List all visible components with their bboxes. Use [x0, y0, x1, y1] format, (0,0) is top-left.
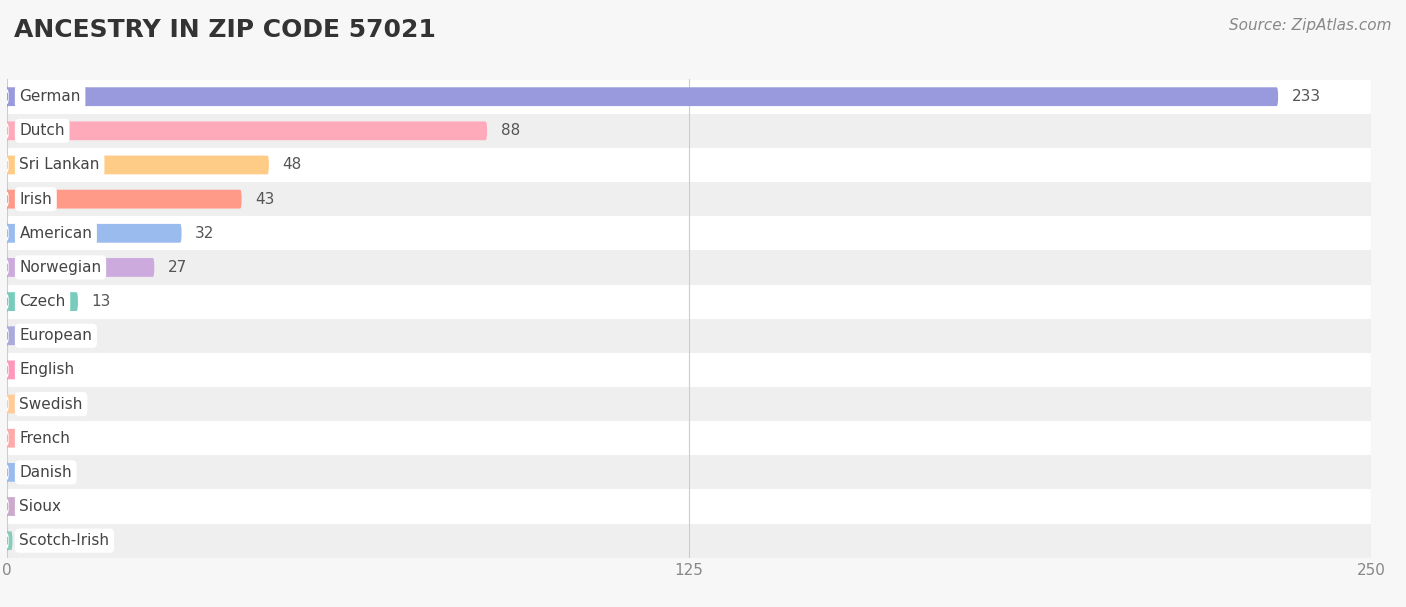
Bar	[7, 216, 1371, 250]
Circle shape	[6, 190, 8, 209]
Text: 1: 1	[27, 533, 35, 548]
Circle shape	[6, 158, 8, 172]
Circle shape	[6, 500, 8, 513]
Circle shape	[6, 226, 8, 240]
Text: German: German	[20, 89, 80, 104]
FancyBboxPatch shape	[7, 327, 45, 345]
Text: Czech: Czech	[20, 294, 66, 309]
Bar	[7, 455, 1371, 489]
Circle shape	[6, 398, 8, 411]
FancyBboxPatch shape	[7, 463, 18, 482]
Text: Dutch: Dutch	[20, 123, 65, 138]
Bar	[7, 524, 1371, 558]
Circle shape	[6, 224, 8, 243]
Text: Irish: Irish	[20, 192, 52, 206]
Circle shape	[6, 395, 8, 413]
FancyBboxPatch shape	[7, 190, 242, 209]
Text: Sri Lankan: Sri Lankan	[20, 157, 100, 172]
Circle shape	[6, 258, 8, 277]
Text: 4: 4	[42, 396, 52, 412]
FancyBboxPatch shape	[7, 531, 13, 550]
Text: 13: 13	[91, 294, 111, 309]
Circle shape	[6, 463, 8, 482]
Circle shape	[6, 534, 8, 548]
Circle shape	[6, 466, 8, 479]
Circle shape	[6, 327, 8, 345]
Text: 27: 27	[167, 260, 187, 275]
Text: 3: 3	[37, 431, 46, 446]
FancyBboxPatch shape	[7, 121, 486, 140]
Text: American: American	[20, 226, 93, 241]
Circle shape	[6, 87, 8, 106]
Text: European: European	[20, 328, 93, 343]
Bar	[7, 114, 1371, 148]
FancyBboxPatch shape	[7, 361, 39, 379]
Circle shape	[6, 329, 8, 342]
Circle shape	[6, 364, 8, 376]
Text: 233: 233	[1292, 89, 1320, 104]
Bar	[7, 489, 1371, 524]
Text: 2: 2	[31, 499, 41, 514]
Bar	[7, 148, 1371, 182]
FancyBboxPatch shape	[7, 429, 24, 447]
Text: Danish: Danish	[20, 465, 72, 480]
Bar	[7, 182, 1371, 216]
Bar	[7, 353, 1371, 387]
FancyBboxPatch shape	[7, 224, 181, 243]
Text: 48: 48	[283, 157, 302, 172]
Bar	[7, 80, 1371, 114]
Text: 7: 7	[59, 328, 69, 343]
Circle shape	[6, 261, 8, 274]
FancyBboxPatch shape	[7, 258, 155, 277]
Circle shape	[6, 192, 8, 206]
Circle shape	[6, 90, 8, 103]
Bar	[7, 250, 1371, 285]
Circle shape	[6, 292, 8, 311]
Text: 88: 88	[501, 123, 520, 138]
Text: Norwegian: Norwegian	[20, 260, 101, 275]
FancyBboxPatch shape	[7, 395, 30, 413]
Circle shape	[6, 497, 8, 516]
Text: Source: ZipAtlas.com: Source: ZipAtlas.com	[1229, 18, 1392, 33]
Circle shape	[6, 155, 8, 174]
FancyBboxPatch shape	[7, 155, 269, 174]
FancyBboxPatch shape	[7, 87, 1278, 106]
Bar	[7, 387, 1371, 421]
Circle shape	[6, 531, 8, 550]
Text: 32: 32	[195, 226, 215, 241]
Bar	[7, 285, 1371, 319]
Circle shape	[6, 295, 8, 308]
Circle shape	[6, 432, 8, 445]
FancyBboxPatch shape	[7, 292, 77, 311]
Bar	[7, 421, 1371, 455]
Text: Scotch-Irish: Scotch-Irish	[20, 533, 110, 548]
Bar	[7, 319, 1371, 353]
FancyBboxPatch shape	[7, 497, 18, 516]
Text: French: French	[20, 431, 70, 446]
Text: 43: 43	[256, 192, 274, 206]
Circle shape	[6, 361, 8, 379]
Circle shape	[6, 121, 8, 140]
Text: Sioux: Sioux	[20, 499, 62, 514]
Text: ANCESTRY IN ZIP CODE 57021: ANCESTRY IN ZIP CODE 57021	[14, 18, 436, 42]
Text: 6: 6	[53, 362, 63, 378]
Text: 2: 2	[31, 465, 41, 480]
Text: Swedish: Swedish	[20, 396, 83, 412]
Circle shape	[6, 429, 8, 447]
Text: English: English	[20, 362, 75, 378]
Circle shape	[6, 124, 8, 137]
